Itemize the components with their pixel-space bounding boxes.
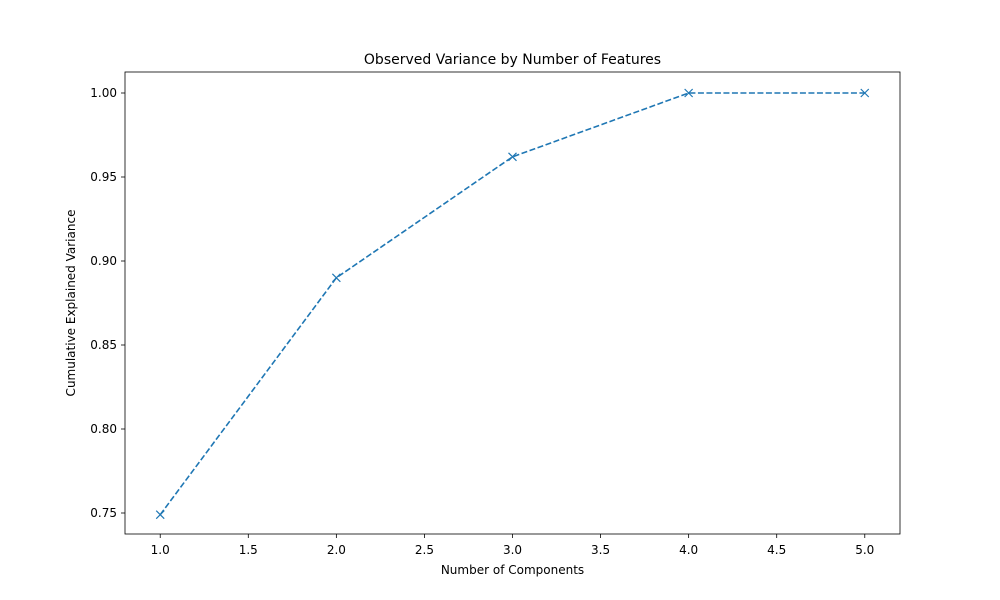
y-tick-label: 0.90 xyxy=(90,254,117,268)
x-tick-label: 2.5 xyxy=(415,543,434,557)
series-line xyxy=(159,92,865,516)
x-tick-label: 4.0 xyxy=(679,543,698,557)
data-point-marker xyxy=(155,510,165,520)
x-tick-label: 4.5 xyxy=(767,543,786,557)
x-tick-label: 3.0 xyxy=(503,543,522,557)
x-axis-label: Number of Components xyxy=(441,563,584,577)
data-point-marker xyxy=(508,152,517,162)
data-point-marker xyxy=(860,88,870,98)
data-point-marker xyxy=(331,273,341,283)
data-point-marker xyxy=(684,88,694,98)
y-tick-label: 0.75 xyxy=(90,506,117,520)
y-tick-label: 0.80 xyxy=(90,422,117,436)
y-tick-label: 0.95 xyxy=(90,170,117,184)
x-tick-label: 5.0 xyxy=(855,543,874,557)
series-layer xyxy=(155,88,870,520)
x-tick-label: 1.0 xyxy=(151,543,170,557)
chart-title: Observed Variance by Number of Features xyxy=(364,52,661,68)
y-tick-label: 0.85 xyxy=(90,338,117,352)
x-tick-label: 3.5 xyxy=(591,543,610,557)
y-tick-label: 1.00 xyxy=(90,86,117,100)
y-axis-label: Cumulative Explained Variance xyxy=(64,210,78,397)
x-axis: 1.0 1.5 2.0 2.5 3.0 3.5 4.0 4.5 5.0 xyxy=(151,534,874,557)
y-axis: 0.75 0.80 0.85 0.90 0.95 1.00 xyxy=(90,86,125,520)
x-tick-label: 1.5 xyxy=(239,543,258,557)
x-tick-label: 2.0 xyxy=(327,543,346,557)
